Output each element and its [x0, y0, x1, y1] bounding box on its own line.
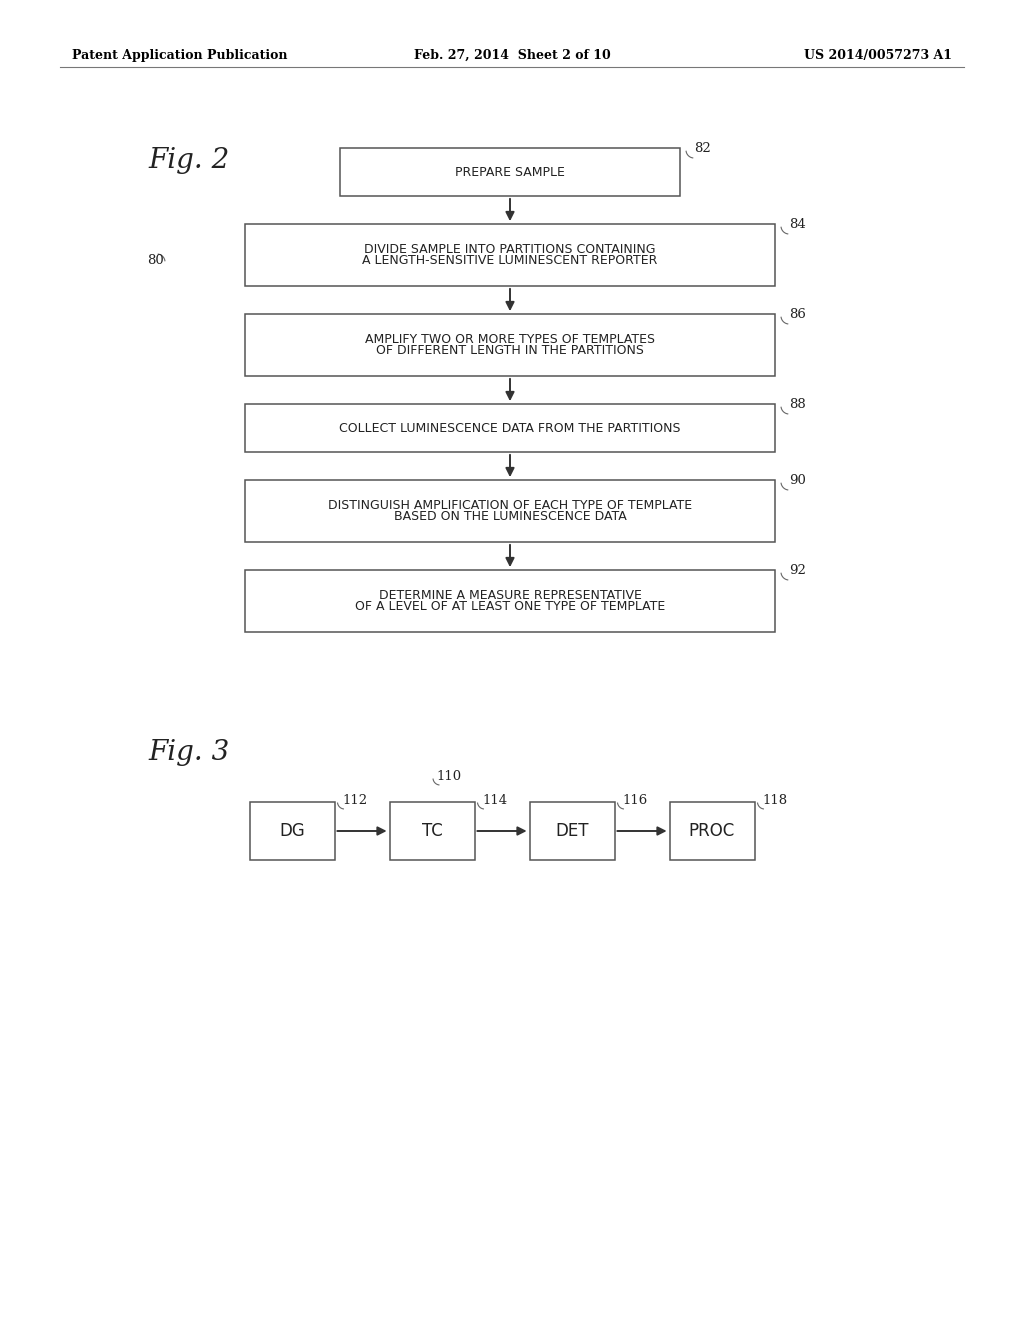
Text: DETERMINE A MEASURE REPRESENTATIVE: DETERMINE A MEASURE REPRESENTATIVE: [379, 589, 641, 602]
Text: 88: 88: [790, 397, 806, 411]
Text: Fig. 3: Fig. 3: [148, 738, 229, 766]
Text: 114: 114: [482, 793, 508, 807]
Bar: [245, 404, 775, 451]
Text: 116: 116: [623, 793, 648, 807]
Text: 86: 86: [790, 308, 806, 321]
Bar: [340, 148, 680, 195]
Text: 82: 82: [694, 141, 711, 154]
Bar: [529, 803, 614, 861]
Bar: [245, 224, 775, 286]
Text: TC: TC: [422, 822, 442, 840]
Text: OF DIFFERENT LENGTH IN THE PARTITIONS: OF DIFFERENT LENGTH IN THE PARTITIONS: [376, 345, 644, 356]
Text: COLLECT LUMINESCENCE DATA FROM THE PARTITIONS: COLLECT LUMINESCENCE DATA FROM THE PARTI…: [339, 421, 681, 434]
Text: Patent Application Publication: Patent Application Publication: [72, 49, 288, 62]
Text: DISTINGUISH AMPLIFICATION OF EACH TYPE OF TEMPLATE: DISTINGUISH AMPLIFICATION OF EACH TYPE O…: [328, 499, 692, 512]
Bar: [245, 314, 775, 376]
Bar: [245, 570, 775, 632]
Text: 80: 80: [147, 253, 164, 267]
Text: PREPARE SAMPLE: PREPARE SAMPLE: [455, 165, 565, 178]
Text: US 2014/0057273 A1: US 2014/0057273 A1: [804, 49, 952, 62]
Text: 112: 112: [342, 793, 368, 807]
Bar: [389, 803, 474, 861]
Text: PROC: PROC: [689, 822, 735, 840]
Text: DG: DG: [280, 822, 305, 840]
Text: DIVIDE SAMPLE INTO PARTITIONS CONTAINING: DIVIDE SAMPLE INTO PARTITIONS CONTAINING: [365, 243, 655, 256]
Bar: [670, 803, 755, 861]
Text: BASED ON THE LUMINESCENCE DATA: BASED ON THE LUMINESCENCE DATA: [393, 510, 627, 523]
Text: DET: DET: [555, 822, 589, 840]
Bar: [245, 480, 775, 543]
Bar: [250, 803, 335, 861]
Text: 90: 90: [790, 474, 806, 487]
Text: AMPLIFY TWO OR MORE TYPES OF TEMPLATES: AMPLIFY TWO OR MORE TYPES OF TEMPLATES: [365, 333, 655, 346]
Text: OF A LEVEL OF AT LEAST ONE TYPE OF TEMPLATE: OF A LEVEL OF AT LEAST ONE TYPE OF TEMPL…: [355, 601, 666, 612]
Text: 92: 92: [790, 564, 806, 577]
Text: A LENGTH-SENSITIVE LUMINESCENT REPORTER: A LENGTH-SENSITIVE LUMINESCENT REPORTER: [362, 253, 657, 267]
Text: 118: 118: [763, 793, 787, 807]
Text: 84: 84: [790, 218, 806, 231]
Text: Feb. 27, 2014  Sheet 2 of 10: Feb. 27, 2014 Sheet 2 of 10: [414, 49, 610, 62]
Text: 110: 110: [436, 770, 461, 783]
Text: Fig. 2: Fig. 2: [148, 147, 229, 173]
